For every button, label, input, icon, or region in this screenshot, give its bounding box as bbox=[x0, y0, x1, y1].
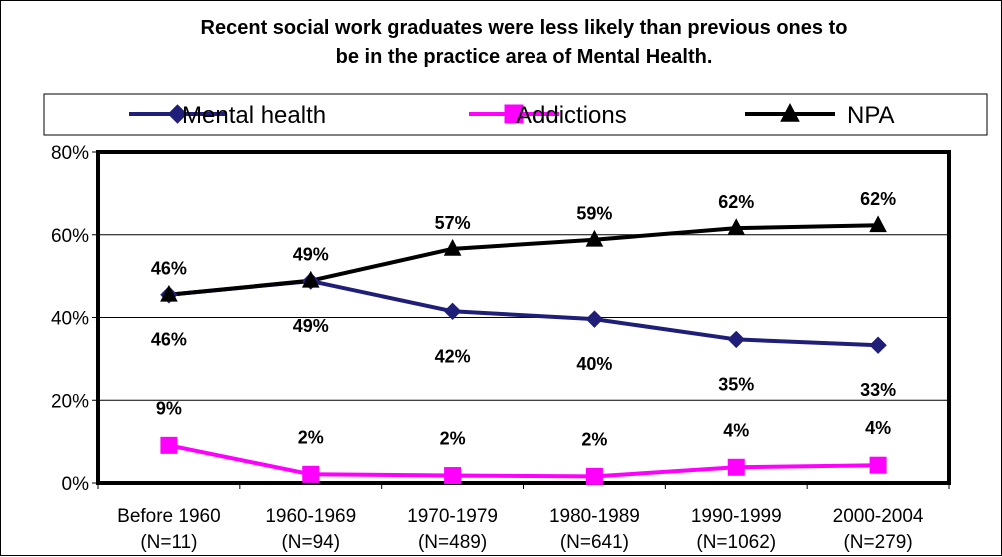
data-label: 46% bbox=[151, 259, 187, 279]
data-point-square-icon bbox=[585, 467, 603, 485]
data-label: 49% bbox=[293, 245, 329, 265]
x-tick-label: (N=94) bbox=[281, 532, 340, 553]
legend-square-icon bbox=[504, 104, 524, 124]
data-point-triangle-icon bbox=[869, 215, 887, 233]
data-labels: 46% 49% 42% 40% 35% 33% 9% 2% 2% 2% 4% 4% 46% 49% 57% 5… bbox=[151, 189, 896, 449]
x-tick-label: 1970-1979 bbox=[407, 506, 498, 527]
data-label: 2% bbox=[298, 427, 324, 447]
x-tick-label: (N=641) bbox=[560, 532, 629, 553]
data-label: 4% bbox=[723, 420, 749, 440]
data-point-square-icon bbox=[160, 436, 178, 454]
data-point-triangle-icon bbox=[301, 270, 320, 288]
series-line-addictions bbox=[168, 443, 879, 479]
data-point-diamond-icon bbox=[443, 302, 462, 321]
data-point-diamond-icon bbox=[727, 330, 745, 349]
series-lines bbox=[160, 215, 887, 485]
data-label: 4% bbox=[865, 418, 891, 438]
legend-label: Addictions bbox=[516, 102, 627, 129]
y-tick-label: 40% bbox=[51, 309, 89, 330]
y-tick-label: 0% bbox=[62, 474, 90, 495]
series-line-mental-health bbox=[168, 279, 879, 348]
y-tick-label: 20% bbox=[51, 391, 89, 412]
data-point-triangle-icon bbox=[585, 229, 604, 247]
data-point-square-icon bbox=[727, 458, 745, 476]
legend-triangle-icon bbox=[780, 103, 800, 122]
data-label: 42% bbox=[435, 346, 471, 366]
data-point-triangle-icon bbox=[160, 284, 178, 302]
x-tick-label: (N=279) bbox=[843, 532, 912, 553]
legend-label: NPA bbox=[847, 102, 895, 129]
data-label: 2% bbox=[581, 429, 607, 449]
data-point-diamond-icon bbox=[869, 336, 887, 354]
data-label: 40% bbox=[576, 354, 612, 374]
x-tick-label: (N=11) bbox=[140, 532, 197, 553]
data-label: 57% bbox=[435, 213, 471, 233]
legend-label: Mental health bbox=[182, 102, 326, 129]
data-point-diamond-icon bbox=[585, 310, 604, 328]
x-tick-label: (N=489) bbox=[418, 532, 487, 553]
data-point-square-icon bbox=[302, 465, 320, 483]
data-label: 2% bbox=[440, 429, 466, 449]
x-tick-label: (N=1062) bbox=[696, 532, 776, 553]
y-tick-label: 80% bbox=[51, 143, 89, 164]
chart-title-line: Recent social work graduates were less l… bbox=[201, 17, 848, 39]
x-tick-label: 1960-1969 bbox=[265, 506, 356, 527]
chart-title-line: be in the practice area of Mental Health… bbox=[336, 46, 713, 68]
x-tick-label: 2000-2004 bbox=[833, 506, 924, 527]
x-tick-label: 1980-1989 bbox=[549, 506, 640, 527]
data-point-triangle-icon bbox=[727, 218, 746, 236]
data-label: 59% bbox=[576, 204, 612, 224]
data-label: 46% bbox=[151, 330, 187, 350]
legend-diamond-icon bbox=[167, 104, 188, 124]
data-label: 62% bbox=[718, 192, 754, 212]
data-point-triangle-icon bbox=[443, 238, 462, 256]
data-label: 49% bbox=[293, 316, 329, 336]
x-tick-label: 1990-1999 bbox=[691, 506, 782, 527]
data-label: 9% bbox=[156, 398, 182, 418]
series-line-npa bbox=[168, 223, 879, 297]
data-point-square-icon bbox=[444, 467, 462, 485]
chart-title: Recent social work graduates were less l… bbox=[201, 17, 848, 68]
gridlines bbox=[98, 234, 949, 401]
x-tick-label: Before 1960 bbox=[117, 506, 221, 527]
data-label: 62% bbox=[860, 189, 896, 209]
chart-legend: Mental health Addictions NPA bbox=[43, 93, 988, 136]
data-label: 35% bbox=[718, 374, 754, 394]
axes: 0% 20% 40% 60% 80% Before 1960 (N=11) 1960-1969… bbox=[51, 143, 951, 553]
y-tick-label: 60% bbox=[51, 226, 89, 247]
data-point-square-icon bbox=[869, 456, 887, 474]
data-label: 33% bbox=[860, 380, 896, 400]
